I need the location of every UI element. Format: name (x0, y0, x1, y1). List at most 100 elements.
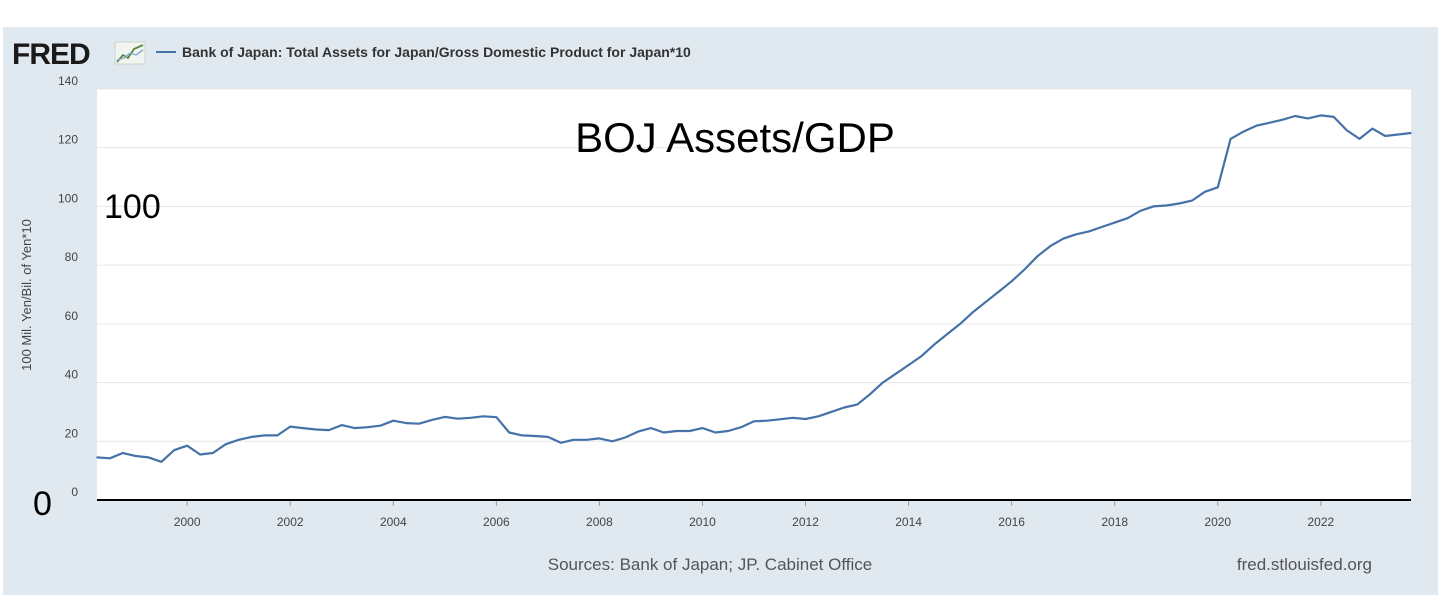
data-point (1113, 221, 1116, 224)
data-point (392, 419, 395, 422)
data-point (1036, 255, 1039, 258)
data-point (1294, 115, 1296, 117)
data-point (1358, 138, 1361, 140)
data-point (366, 426, 369, 429)
legend-label: Bank of Japan: Total Assets for Japan/Gr… (182, 44, 691, 60)
data-point (353, 427, 356, 429)
data-point (1384, 135, 1386, 137)
data-point (946, 333, 948, 335)
data-point (611, 440, 614, 443)
data-point (701, 427, 704, 429)
data-point (341, 424, 343, 426)
data-point (147, 456, 150, 459)
data-point (1152, 205, 1155, 208)
data-point (727, 430, 729, 432)
data-point (1255, 124, 1258, 127)
data-point (779, 418, 781, 421)
y-tick-label: 20 (65, 426, 79, 440)
y-tick-label: 120 (58, 133, 78, 147)
data-point (753, 420, 755, 423)
data-point (830, 411, 833, 413)
data-point (469, 417, 472, 419)
data-point (534, 435, 536, 437)
data-point (959, 323, 961, 325)
data-point (521, 434, 523, 437)
data-point (972, 311, 974, 313)
plot-area (97, 89, 1411, 500)
data-point (405, 422, 408, 424)
x-tick-label: 2018 (1101, 515, 1128, 529)
data-point (379, 424, 382, 427)
data-point (675, 430, 678, 432)
x-tick-label: 2006 (483, 515, 510, 529)
data-point (1397, 133, 1399, 136)
data-point (1268, 122, 1271, 124)
data-point (869, 393, 871, 396)
data-point (508, 431, 511, 434)
x-tick-label: 2008 (586, 515, 613, 529)
x-tick-label: 2020 (1204, 515, 1231, 529)
data-point (998, 290, 1000, 293)
data-point (1217, 186, 1219, 189)
data-point (985, 301, 987, 303)
y-axis-label: 100 Mil. Yen/Bil. of Yen*10 (19, 219, 34, 371)
x-axis-ticks: 2000 2002 2004 2006 2008 2010 2012 2014 2016 2018… (174, 500, 1334, 529)
data-point (766, 419, 768, 422)
data-point (688, 430, 691, 432)
data-point (456, 417, 459, 420)
data-point (624, 436, 626, 439)
data-point (134, 455, 137, 457)
data-point (1075, 233, 1077, 236)
data-point (817, 415, 820, 418)
data-point (1204, 191, 1206, 193)
gridlines (97, 88, 1411, 442)
data-point (882, 381, 884, 384)
data-point (585, 439, 588, 441)
data-point (495, 416, 498, 419)
data-point (1191, 199, 1193, 202)
fred-logo-text[interactable]: FRED (12, 38, 91, 71)
annotation-100: 100 (104, 188, 161, 226)
data-point (1165, 204, 1167, 207)
data-point (1010, 280, 1013, 283)
data-point (1023, 268, 1026, 271)
annotation-0: 0 (33, 485, 52, 523)
data-point (1049, 245, 1052, 247)
data-point (1320, 114, 1322, 117)
data-point (315, 428, 317, 431)
data-point (418, 422, 420, 425)
data-point (598, 437, 601, 440)
x-tick-label: 2014 (895, 515, 922, 529)
data-point (1371, 127, 1374, 130)
data-point (843, 406, 845, 409)
data-point (160, 461, 163, 463)
x-tick-label: 2016 (998, 515, 1025, 529)
sources-text: Sources: Bank of Japan; JP. Cabinet Offi… (548, 555, 872, 574)
data-point (1242, 130, 1245, 133)
data-point (276, 434, 279, 437)
x-tick-label: 2022 (1307, 515, 1334, 529)
data-point (740, 426, 742, 429)
data-point (1178, 202, 1180, 205)
data-point (1332, 116, 1335, 118)
data-point (263, 434, 266, 437)
data-point (122, 452, 124, 454)
data-point (186, 444, 188, 447)
data-point (328, 429, 330, 431)
data-point (1281, 119, 1283, 121)
data-point (791, 417, 794, 419)
annotation-title: BOJ Assets/GDP (575, 114, 895, 161)
x-tick-label: 2010 (689, 515, 716, 529)
data-point (894, 373, 897, 375)
fred-site-link[interactable]: fred.stlouisfed.org (1237, 555, 1372, 574)
y-tick-label: 40 (65, 368, 79, 382)
data-point (225, 443, 227, 446)
data-point (1101, 226, 1103, 228)
data-point (856, 403, 858, 406)
data-point (1229, 138, 1232, 140)
data-point (650, 427, 652, 429)
y-tick-label: 100 (58, 191, 78, 205)
data-point (444, 416, 446, 418)
data-point (714, 431, 717, 434)
